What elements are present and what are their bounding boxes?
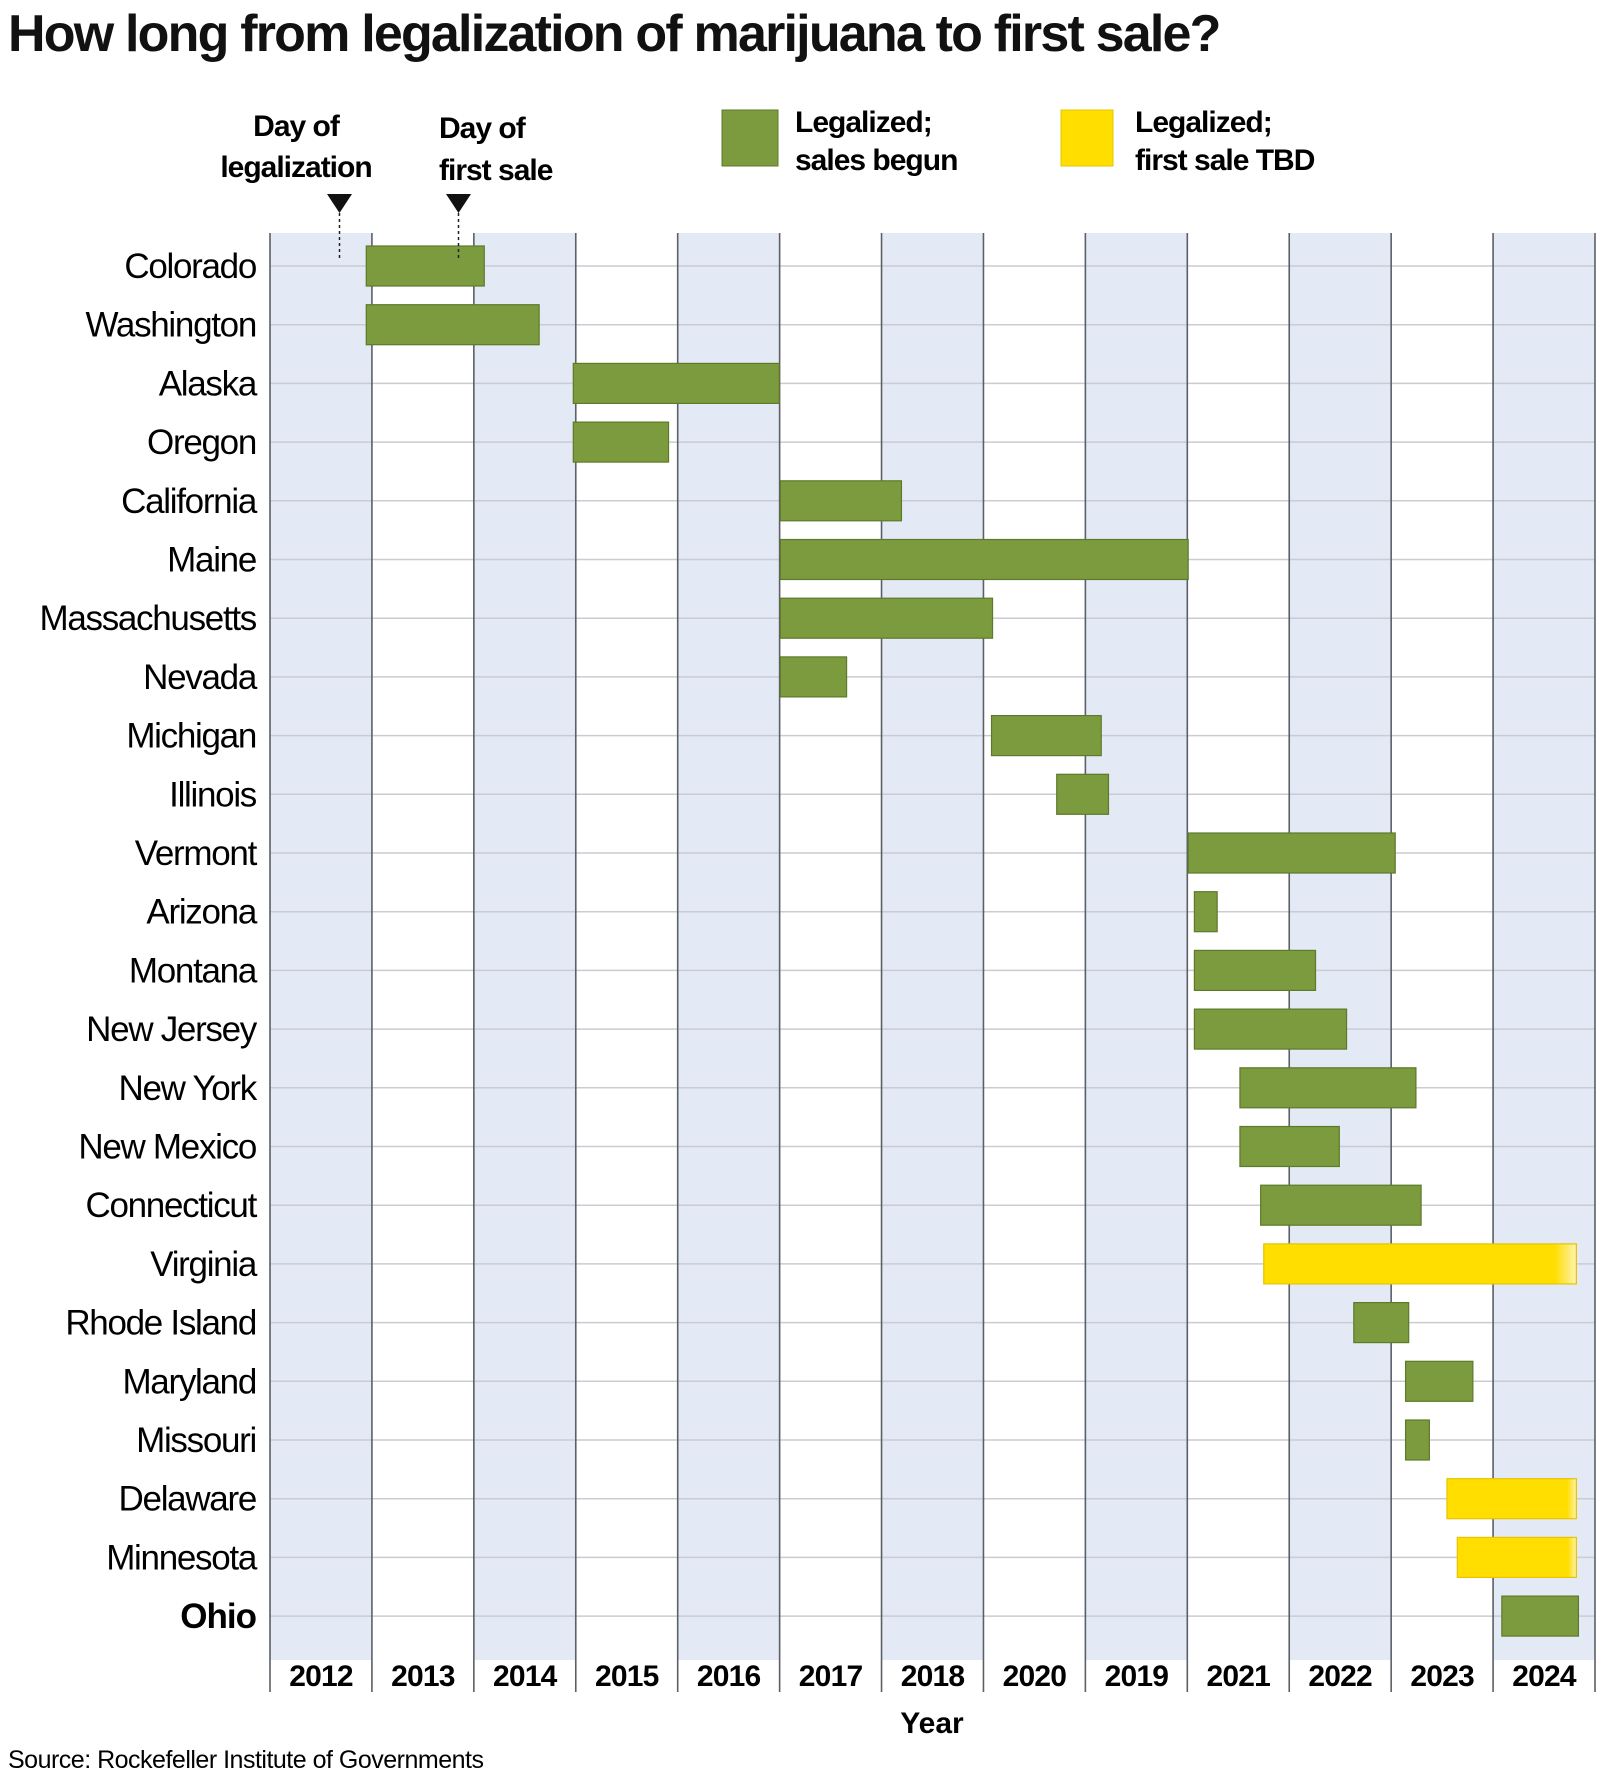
bar-michigan — [990, 714, 1102, 757]
category-label-delaware: Delaware — [119, 1480, 256, 1519]
category-label-virginia: Virginia — [150, 1245, 258, 1284]
bar-new-mexico — [1239, 1125, 1340, 1168]
bar-missouri — [1404, 1419, 1430, 1461]
category-label-missouri: Missouri — [136, 1421, 256, 1460]
column-bands — [270, 233, 1595, 1660]
legend-swatch-sales-begun — [721, 109, 779, 167]
column-band — [473, 233, 576, 1660]
x-tick-label: 2019 — [1105, 1660, 1169, 1693]
bar-arizona — [1193, 891, 1218, 933]
category-label-connecticut: Connecticut — [85, 1186, 257, 1225]
bar-nevada — [779, 656, 848, 698]
category-label-arizona: Arizona — [146, 893, 257, 932]
category-label-maryland: Maryland — [122, 1362, 256, 1401]
end-marker-arrow-icon — [446, 194, 471, 213]
bar-colorado — [365, 245, 485, 287]
bars — [365, 245, 1580, 1637]
annotation-markers: Day of legalization Day of first sale — [220, 110, 554, 260]
category-label-vermont: Vermont — [135, 834, 258, 873]
end-marker-label: Day of first sale — [439, 112, 553, 187]
bar-maine — [779, 538, 1189, 581]
x-tick-label: 2013 — [391, 1660, 455, 1693]
start-marker-label: Day of legalization — [220, 110, 371, 184]
bar-delaware-tbd — [1446, 1478, 1577, 1520]
legend-label-tbd: Legalized; first sale TBD — [1135, 106, 1315, 177]
category-label-new-york: New York — [119, 1069, 258, 1108]
category-label-montana: Montana — [129, 951, 258, 990]
bar-vermont — [1187, 832, 1396, 874]
bar-virginia-tbd — [1263, 1243, 1577, 1285]
bar-alaska — [572, 362, 780, 404]
x-tick-labels: 2012 2013 2014 2015 2016 2017 2018 2020 2019 2021… — [289, 1660, 1578, 1693]
category-label-ohio: Ohio — [180, 1597, 256, 1636]
category-label-new-mexico: New Mexico — [78, 1128, 256, 1167]
source-note: Source: Rockefeller Institute of Governm… — [8, 1746, 483, 1774]
bar-maryland — [1404, 1360, 1474, 1402]
x-tick-label: 2015 — [595, 1660, 659, 1693]
category-label-rhode-island: Rhode Island — [65, 1304, 256, 1343]
year-gridlines — [269, 233, 1596, 1692]
x-tick-label: 2020 — [1003, 1660, 1067, 1693]
x-tick-label: 2024 — [1512, 1660, 1577, 1693]
x-tick-label: 2016 — [697, 1660, 761, 1693]
bar-california — [779, 480, 903, 522]
category-label-maine: Maine — [167, 541, 256, 580]
column-band — [1085, 233, 1188, 1660]
category-label-massachusetts: Massachusetts — [39, 599, 256, 638]
bar-illinois — [1056, 773, 1110, 815]
legend-label-sales-begun: Legalized; sales begun — [795, 106, 957, 177]
category-labels: Colorado Washington Alaska Oregon California… — [39, 247, 259, 1636]
category-label-new-jersey: New Jersey — [86, 1010, 258, 1049]
legend: Legalized; sales begun Legalized; first sa… — [721, 106, 1316, 177]
category-label-colorado: Colorado — [124, 247, 256, 286]
bar-minnesota-tbd — [1456, 1536, 1577, 1579]
x-tick-label: 2022 — [1308, 1660, 1372, 1693]
legend-swatch-tbd — [1060, 109, 1114, 167]
column-band — [1493, 233, 1595, 1660]
bar-connecticut — [1260, 1184, 1422, 1226]
bar-ohio — [1501, 1595, 1580, 1637]
x-axis-label: Year — [900, 1707, 964, 1740]
x-tick-label: 2017 — [799, 1660, 863, 1693]
column-band — [270, 233, 372, 1660]
chart-title: How long from legalization of marijuana … — [8, 5, 1221, 63]
bar-oregon — [572, 421, 670, 463]
bar-new-jersey — [1193, 1008, 1348, 1050]
x-tick-label: 2014 — [493, 1660, 558, 1693]
x-tick-label: 2023 — [1410, 1660, 1474, 1693]
category-label-alaska: Alaska — [159, 364, 258, 403]
category-label-nevada: Nevada — [143, 658, 258, 697]
category-label-california: California — [121, 482, 258, 521]
column-band — [677, 233, 780, 1660]
x-tick-label: 2012 — [289, 1660, 353, 1693]
category-label-washington: Washington — [85, 306, 256, 345]
bar-rhode-island — [1353, 1301, 1410, 1344]
x-tick-label: 2021 — [1206, 1660, 1270, 1693]
bar-massachusetts — [779, 597, 994, 639]
bar-new-york — [1239, 1067, 1417, 1109]
column-band — [1289, 233, 1392, 1660]
bar-montana — [1193, 949, 1317, 992]
column-band — [881, 233, 984, 1660]
category-label-oregon: Oregon — [147, 423, 256, 462]
x-tick-label: 2018 — [901, 1660, 965, 1693]
category-label-minnesota: Minnesota — [106, 1538, 258, 1577]
start-marker-arrow-icon — [327, 194, 352, 213]
category-label-michigan: Michigan — [126, 717, 256, 756]
bar-washington — [365, 304, 540, 346]
category-label-illinois: Illinois — [169, 775, 257, 814]
